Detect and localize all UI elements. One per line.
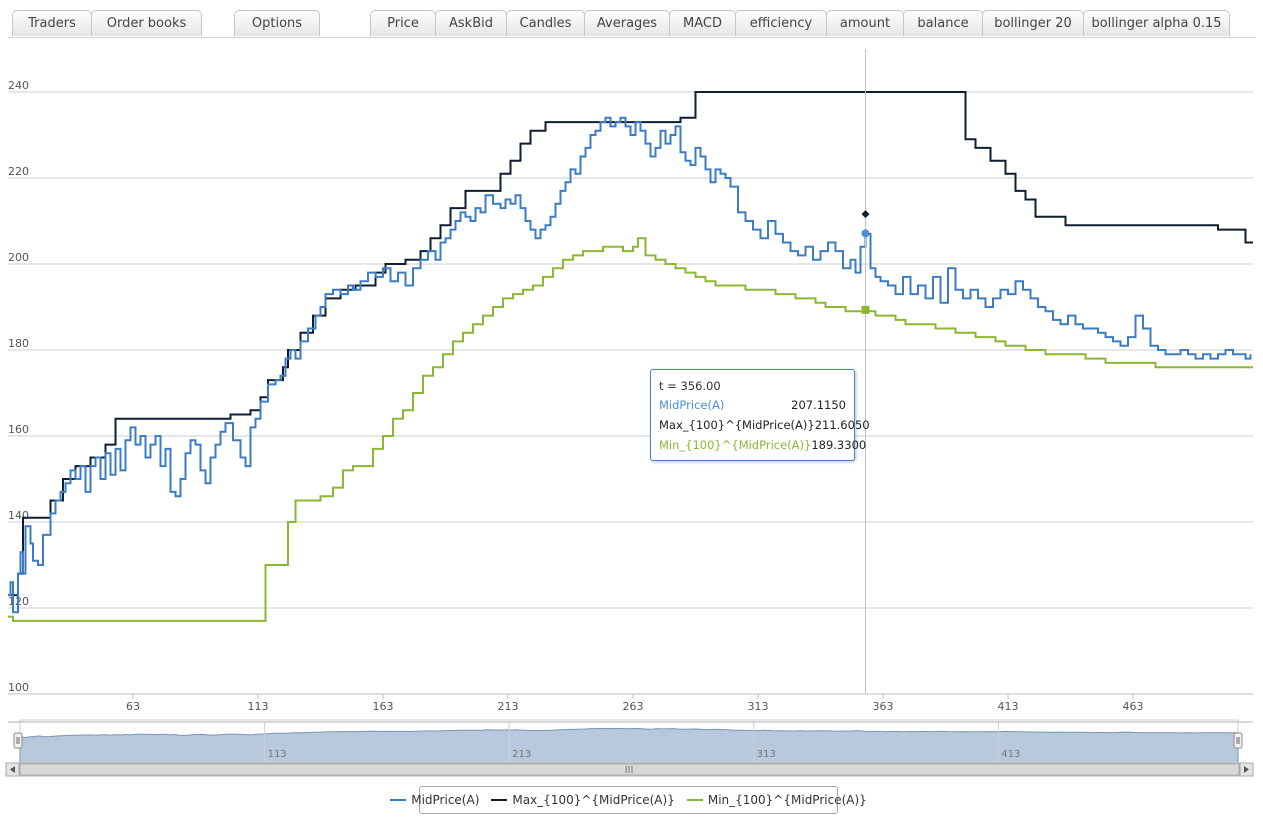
x-tick-label: 413 xyxy=(998,700,1019,713)
tab-efficiency[interactable]: efficiency xyxy=(735,10,827,36)
navigator-handle-right[interactable] xyxy=(1233,732,1243,749)
x-tick-label: 63 xyxy=(126,700,140,713)
tooltip-series-name: MidPrice(A) xyxy=(659,398,725,412)
legend-swatch xyxy=(491,799,508,801)
x-tick-label: 363 xyxy=(873,700,894,713)
y-tick-label: 200 xyxy=(8,251,29,264)
navigator-series-area xyxy=(19,727,1239,764)
y-tick-label: 100 xyxy=(8,681,29,694)
navigator-tick-label: 213 xyxy=(512,749,531,760)
tooltip-header: t = 356.00 xyxy=(659,377,846,395)
legend-label: Max_{100}^{MidPrice(A)} xyxy=(512,793,675,807)
arrow-right-icon xyxy=(1244,766,1249,773)
tab-traders[interactable]: Traders xyxy=(12,10,92,36)
legend-item-max[interactable]: Max_{100}^{MidPrice(A)} xyxy=(491,793,675,807)
tab-options[interactable]: Options xyxy=(234,10,320,36)
tooltip-series-value: 211.6050 xyxy=(814,418,870,432)
tooltip-series-value: 189.3300 xyxy=(811,438,867,452)
legend: MidPrice(A) Max_{100}^{MidPrice(A)} Min_… xyxy=(390,786,867,814)
tooltip: t = 356.00 MidPrice(A) 207.1150 Max_{100… xyxy=(650,369,870,461)
tab-askbid[interactable]: AskBid xyxy=(435,10,507,36)
x-tick-label: 213 xyxy=(498,700,519,713)
tab-bar: Traders Order books Options Price AskBid… xyxy=(0,0,1263,40)
hover-markers xyxy=(861,210,870,314)
tab-bollinger-20[interactable]: bollinger 20 xyxy=(982,10,1084,36)
x-tick-label: 113 xyxy=(248,700,269,713)
tooltip-header-text: t = 356.00 xyxy=(659,379,721,393)
tooltip-row-max: Max_{100}^{MidPrice(A)} 211.6050 xyxy=(659,415,870,435)
navigator-handle-right-body[interactable] xyxy=(1233,732,1243,749)
tooltip-series-name: Min_{100}^{MidPrice(A)} xyxy=(659,438,812,452)
arrow-left-icon xyxy=(10,766,15,773)
tooltip-row-min: Min_{100}^{MidPrice(A)} 189.3300 xyxy=(659,435,866,455)
y-tick-label: 160 xyxy=(8,423,29,436)
navigator-tick-label: 413 xyxy=(1001,749,1020,760)
tooltip-series-name: Max_{100}^{MidPrice(A)} xyxy=(659,418,815,432)
x-tick-label: 463 xyxy=(1123,700,1144,713)
y-tick-label: 220 xyxy=(8,165,29,178)
x-tick-label: 313 xyxy=(748,700,769,713)
tooltip-row-midprice: MidPrice(A) 207.1150 xyxy=(659,395,846,415)
scrollbar-thumb[interactable] xyxy=(19,763,1240,776)
series-min xyxy=(8,237,1253,622)
marker-midprice xyxy=(861,229,870,238)
x-tick-label: 263 xyxy=(623,700,644,713)
x-axis: 63 113 163 213 263 313 363 413 463 xyxy=(8,693,1253,713)
navigator[interactable]: 113 213 313 413 III xyxy=(5,719,1254,777)
y-tick-label: 140 xyxy=(8,509,29,522)
tab-order-books[interactable]: Order books xyxy=(91,10,202,36)
scrollbar-grip: III xyxy=(625,765,634,776)
marker-min xyxy=(861,305,870,314)
legend-swatch xyxy=(390,799,407,801)
series-group xyxy=(8,91,1253,622)
navigator-tick-label: 113 xyxy=(268,749,287,760)
marker-max xyxy=(861,210,870,219)
tab-bollinger-alpha[interactable]: bollinger alpha 0.15 xyxy=(1083,10,1230,36)
navigator-ticks: 113 213 313 413 xyxy=(264,722,1020,763)
navigator-handle-left-body[interactable] xyxy=(13,732,23,749)
legend-item-midprice[interactable]: MidPrice(A) xyxy=(390,793,479,807)
legend-item-min[interactable]: Min_{100}^{MidPrice(A)} xyxy=(686,793,867,807)
tab-price[interactable]: Price xyxy=(370,10,436,36)
tab-candles[interactable]: Candles xyxy=(506,10,585,36)
legend-swatch xyxy=(686,799,703,801)
tooltip-series-value: 207.1150 xyxy=(791,398,846,412)
navigator-tick-label: 313 xyxy=(757,749,776,760)
plot-area xyxy=(8,49,1253,694)
tab-balance[interactable]: balance xyxy=(903,10,983,36)
legend-label: Min_{100}^{MidPrice(A)} xyxy=(707,793,867,807)
y-tick-label: 240 xyxy=(8,79,29,92)
tab-bar-baseline xyxy=(8,37,1255,38)
legend-label: MidPrice(A) xyxy=(411,793,480,807)
series-max xyxy=(8,91,1253,597)
tab-amount[interactable]: amount xyxy=(826,10,904,36)
tab-macd[interactable]: MACD xyxy=(669,10,736,36)
series-midprice xyxy=(8,116,1252,614)
x-tick-label: 163 xyxy=(373,700,394,713)
y-tick-label: 180 xyxy=(8,337,29,350)
navigator-handle-left[interactable] xyxy=(13,732,23,749)
